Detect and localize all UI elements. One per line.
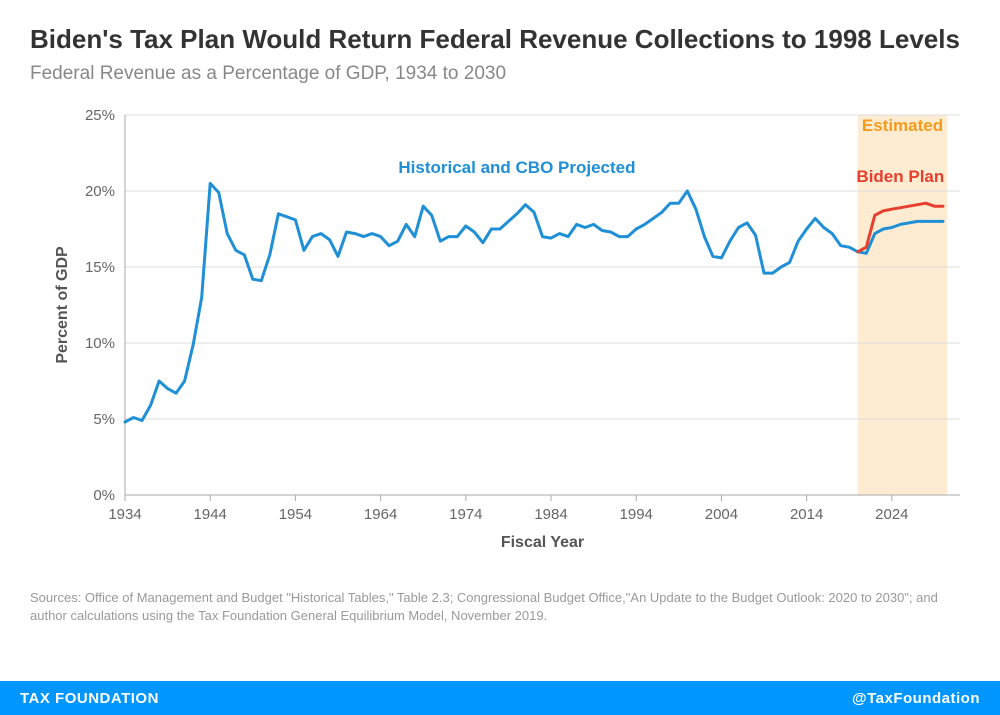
x-tick-label: 1984 <box>534 506 567 523</box>
x-tick-label: 2024 <box>875 506 908 523</box>
y-tick-label: 20% <box>85 183 115 200</box>
chart-container: Biden's Tax Plan Would Return Federal Re… <box>0 0 1000 715</box>
footer-bar: TAX FOUNDATION @TaxFoundation <box>0 681 1000 715</box>
y-tick-label: 5% <box>93 411 115 428</box>
x-tick-label: 1974 <box>449 506 482 523</box>
x-tick-label: 1994 <box>620 506 653 523</box>
series-line <box>125 184 943 423</box>
series-label: Biden Plan <box>856 167 944 186</box>
footer-org: TAX FOUNDATION <box>20 690 159 707</box>
y-tick-label: 0% <box>93 487 115 504</box>
chart-subtitle: Federal Revenue as a Percentage of GDP, … <box>30 63 970 85</box>
chart-region: 0% 5% 10% 15% 20% 25% 1934 1944 1954 1964 1974 1984… <box>30 95 970 575</box>
x-tick-label: 2004 <box>705 506 738 523</box>
chart-title: Biden's Tax Plan Would Return Federal Re… <box>30 24 970 55</box>
x-axis-label: Fiscal Year <box>501 534 584 551</box>
x-tick-label: 1964 <box>364 506 397 523</box>
estimated-label: Estimated <box>862 116 943 135</box>
x-tick-label: 1944 <box>194 506 227 523</box>
x-tick-label: 1954 <box>279 506 312 523</box>
x-tick-label: 1934 <box>108 506 141 523</box>
footer-handle: @TaxFoundation <box>852 690 980 707</box>
x-tick-label: 2014 <box>790 506 823 523</box>
y-tick-label: 15% <box>85 259 115 276</box>
source-note: Sources: Office of Management and Budget… <box>30 589 950 624</box>
y-axis-label: Percent of GDP <box>54 246 71 364</box>
y-tick-label: 25% <box>85 107 115 124</box>
y-tick-label: 10% <box>85 335 115 352</box>
series-label: Historical and CBO Projected <box>398 158 635 177</box>
line-chart: 0% 5% 10% 15% 20% 25% 1934 1944 1954 1964 1974 1984… <box>30 95 970 575</box>
